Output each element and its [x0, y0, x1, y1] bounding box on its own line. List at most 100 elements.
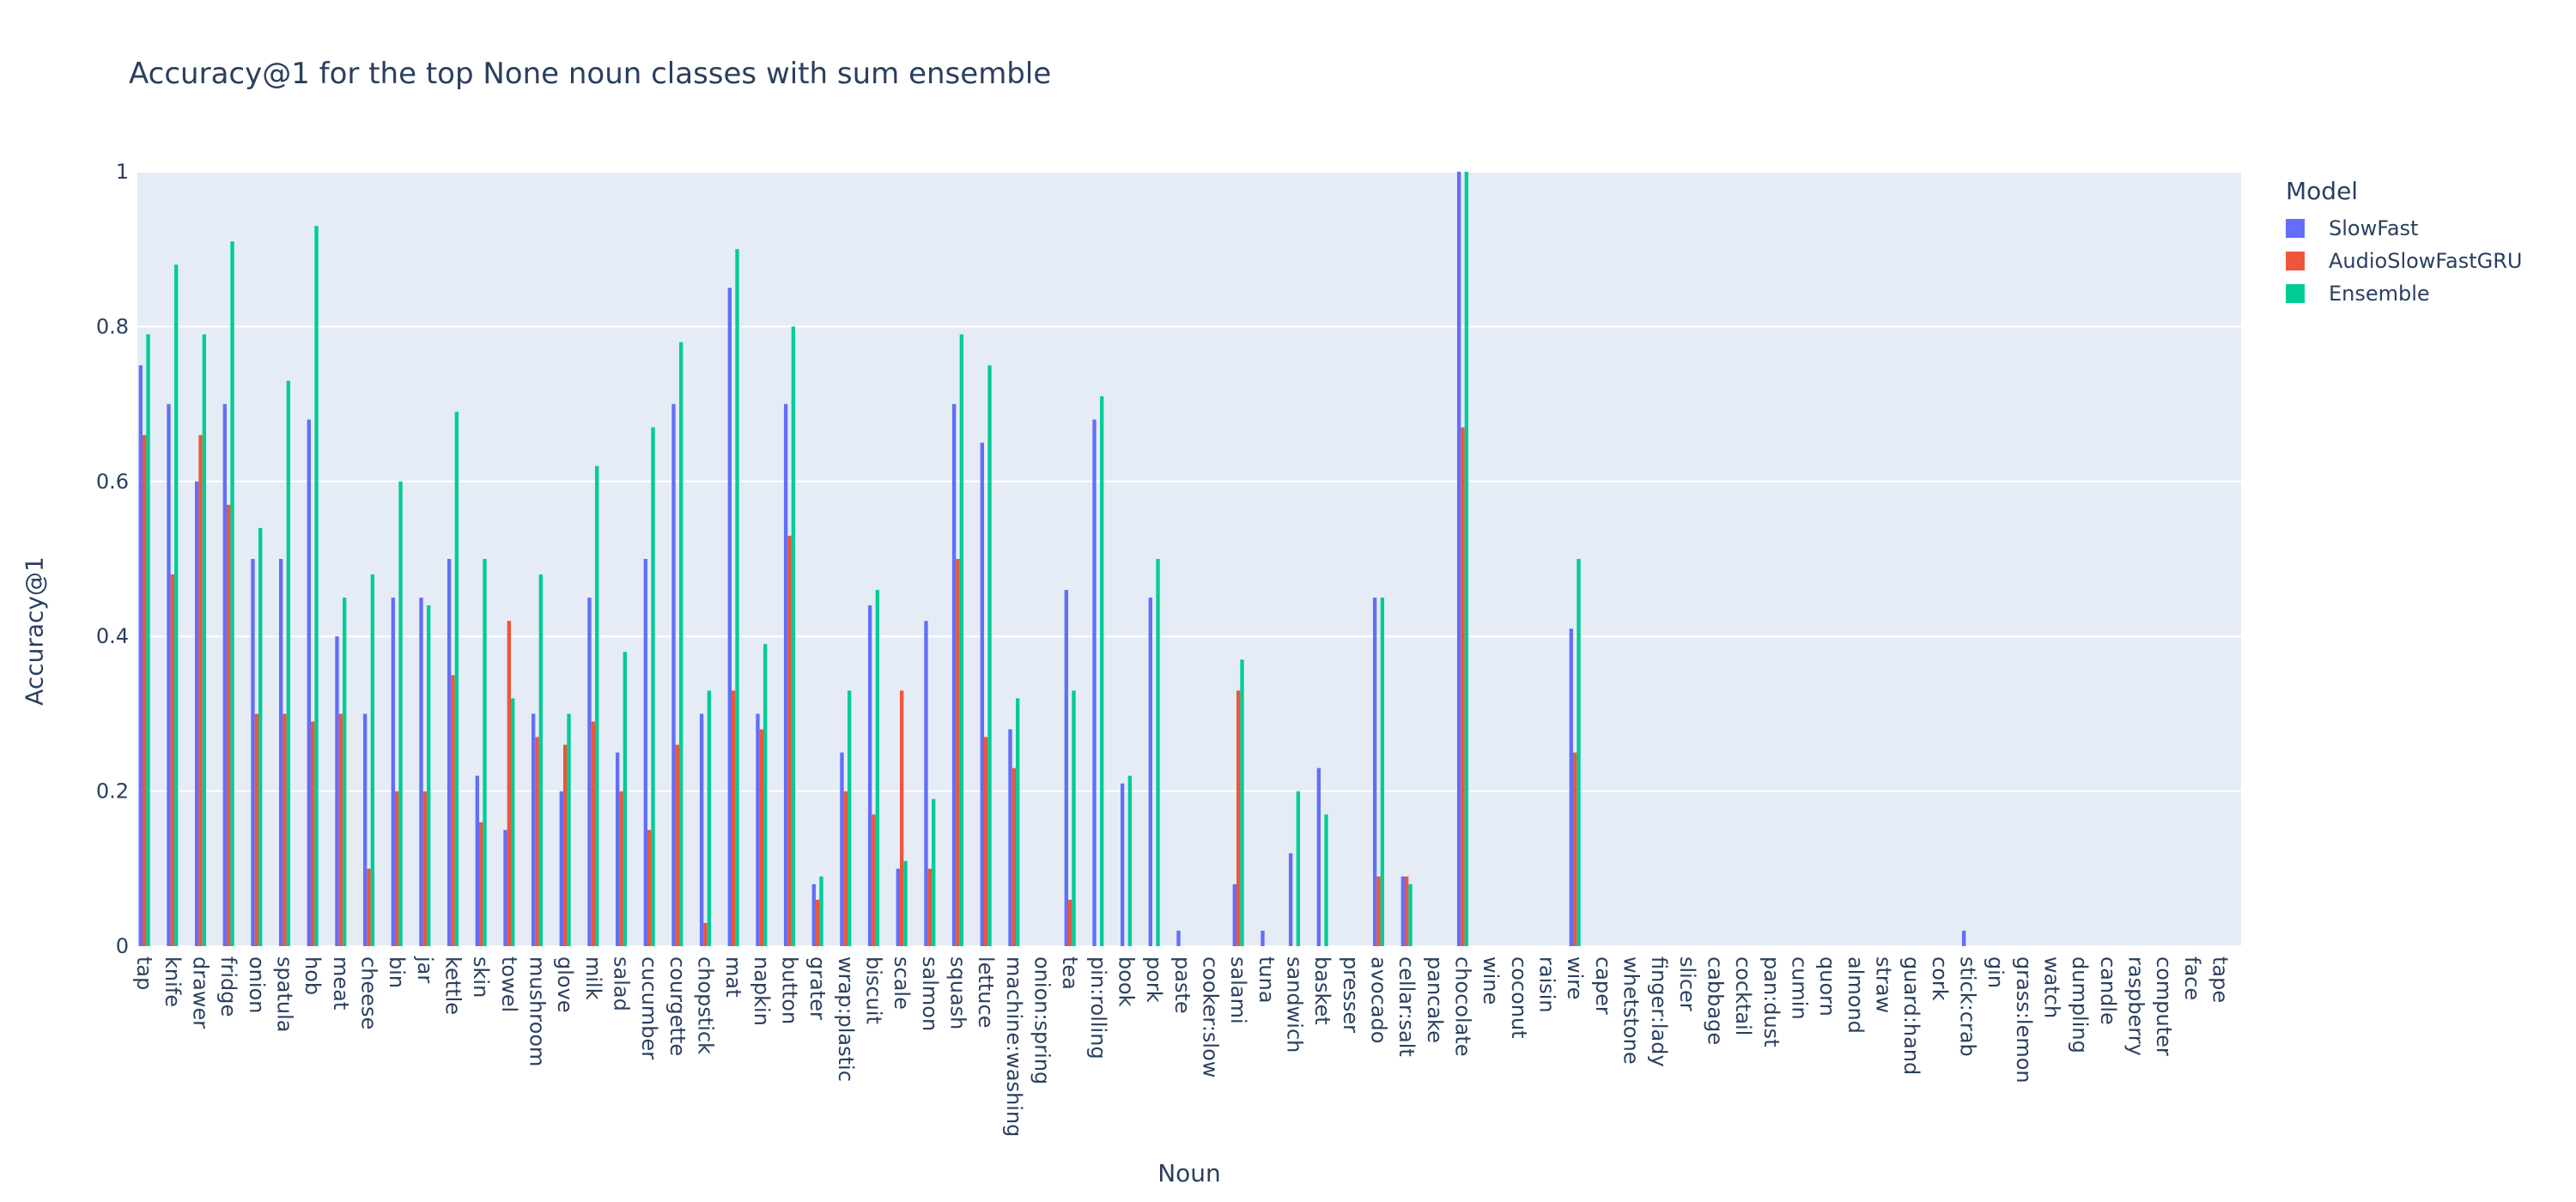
bar-ensemble-salad — [623, 652, 628, 946]
legend-title: Model — [2286, 177, 2359, 205]
bar-slowfast-tuna — [1261, 930, 1265, 946]
bar-audioslowfastgru-machine-washing — [1012, 768, 1017, 946]
bar-slowfast-tap — [138, 365, 143, 946]
x-tick-label: napkin — [750, 956, 774, 1026]
x-tick-label: jar — [413, 956, 437, 983]
bar-slowfast-mushroom — [531, 713, 536, 946]
x-tick-label: cheese — [357, 956, 381, 1029]
x-tick-label: salmon — [918, 956, 942, 1031]
bar-slowfast-wire — [1569, 628, 1573, 946]
bar-ensemble-grater — [819, 876, 823, 946]
bar-slowfast-wrap-plastic — [840, 752, 844, 946]
bar-ensemble-courgette — [679, 342, 683, 946]
x-tick-label: glove — [553, 956, 577, 1013]
x-tick-label: book — [1115, 956, 1139, 1007]
bar-ensemble-spatula — [286, 380, 291, 946]
x-tick-label: caper — [1591, 956, 1615, 1015]
x-tick-label: avocado — [1367, 956, 1391, 1043]
legend-swatch — [2286, 219, 2305, 238]
x-tick-label: paste — [1170, 956, 1194, 1014]
bar-slowfast-salami — [1232, 883, 1236, 946]
x-tick-label: straw — [1872, 956, 1896, 1013]
bar-ensemble-towel — [511, 698, 515, 946]
x-tick-label: mat — [721, 956, 745, 998]
bar-ensemble-machine-washing — [1016, 698, 1020, 946]
x-tick-label: cumin — [1788, 956, 1812, 1020]
x-tick-label: squash — [946, 956, 970, 1029]
bar-audioslowfastgru-bin — [394, 791, 399, 946]
x-tick-label: coconut — [1507, 956, 1531, 1039]
x-tick-label: sandwich — [1283, 956, 1307, 1053]
bar-ensemble-knife — [174, 264, 179, 946]
bar-slowfast-squash — [951, 404, 957, 947]
bar-slowfast-jar — [419, 598, 423, 946]
x-tick-label: whetstone — [1619, 956, 1643, 1065]
bar-audioslowfastgru-biscuit — [872, 814, 876, 946]
bar-slowfast-biscuit — [867, 605, 872, 946]
bar-audioslowfastgru-mushroom — [535, 737, 539, 946]
bar-slowfast-cucumber — [643, 559, 647, 946]
x-tick-label: tape — [2208, 956, 2233, 1003]
legend-item-ensemble[interactable]: Ensemble — [2286, 282, 2430, 306]
bar-audioslowfastgru-spatula — [283, 713, 287, 946]
x-tick-label: bin — [385, 956, 409, 988]
legend-label: AudioSlowFastGRU — [2329, 249, 2523, 273]
x-tick-label: cocktail — [1731, 956, 1755, 1035]
bar-slowfast-machine-washing — [1008, 729, 1012, 946]
bar-ensemble-glove — [567, 713, 571, 946]
bar-audioslowfastgru-grater — [815, 899, 820, 946]
x-tick-label: pin:rolling — [1086, 956, 1110, 1059]
bar-ensemble-fridge — [230, 241, 234, 946]
bar-slowfast-scale — [896, 868, 900, 946]
x-tick-label: skin — [469, 956, 493, 998]
x-tick-label: chocolate — [1451, 956, 1475, 1057]
bar-slowfast-pork — [1148, 598, 1152, 946]
bar-slowfast-stick-crab — [1961, 930, 1966, 946]
bar-ensemble-kettle — [454, 411, 459, 946]
y-tick-label: 0.6 — [96, 470, 129, 494]
bar-slowfast-cheese — [362, 713, 368, 946]
bar-ensemble-chocolate — [1464, 172, 1469, 946]
x-tick-label: lettuce — [974, 956, 998, 1028]
bar-audioslowfastgru-cellar-salt — [1404, 876, 1409, 946]
x-tick-label: wrap:plastic — [834, 956, 858, 1082]
x-tick-label: button — [778, 956, 802, 1024]
bar-slowfast-drawer — [194, 481, 199, 946]
x-tick-label: presser — [1339, 956, 1363, 1033]
x-tick-label: wine — [1479, 956, 1503, 1005]
x-tick-label: onion:spring — [1030, 956, 1054, 1084]
bar-slowfast-basket — [1316, 768, 1321, 946]
legend-label: SlowFast — [2329, 216, 2419, 240]
x-tick-label: hob — [301, 956, 325, 995]
bar-slowfast-meat — [335, 636, 339, 946]
bar-ensemble-drawer — [202, 334, 207, 946]
legend-item-audioslowfastgru[interactable]: AudioSlowFastGRU — [2286, 249, 2523, 273]
x-tick-label: milk — [581, 956, 605, 1000]
bar-audioslowfastgru-hob — [310, 721, 315, 946]
bar-slowfast-knife — [167, 404, 171, 947]
bar-slowfast-kettle — [447, 559, 452, 946]
bar-slowfast-spatula — [278, 559, 283, 946]
x-tick-label: towel — [497, 956, 521, 1012]
x-tick-label: finger:lady — [1647, 956, 1671, 1067]
legend-swatch — [2286, 284, 2305, 303]
bar-slowfast-skin — [475, 775, 479, 946]
x-tick-label: gin — [1984, 956, 2008, 988]
bar-audioslowfastgru-avocado — [1376, 876, 1381, 946]
bar-audioslowfastgru-lettuce — [983, 737, 988, 946]
bar-audioslowfastgru-jar — [422, 791, 428, 946]
bar-ensemble-cucumber — [651, 427, 655, 946]
bar-slowfast-chocolate — [1456, 172, 1461, 946]
bar-audioslowfastgru-salami — [1236, 690, 1241, 946]
x-tick-label: onion — [245, 956, 269, 1013]
x-tick-label: quorn — [1815, 956, 1839, 1017]
x-tick-label: knife — [161, 956, 185, 1007]
bar-audioslowfastgru-scale — [899, 690, 904, 946]
bar-slowfast-bin — [391, 598, 395, 946]
bar-audioslowfastgru-cheese — [367, 868, 371, 946]
bar-ensemble-sandwich — [1296, 791, 1301, 946]
x-tick-label: tea — [1058, 956, 1082, 990]
bar-slowfast-mat — [727, 288, 732, 946]
legend-item-slowfast[interactable]: SlowFast — [2286, 216, 2418, 240]
